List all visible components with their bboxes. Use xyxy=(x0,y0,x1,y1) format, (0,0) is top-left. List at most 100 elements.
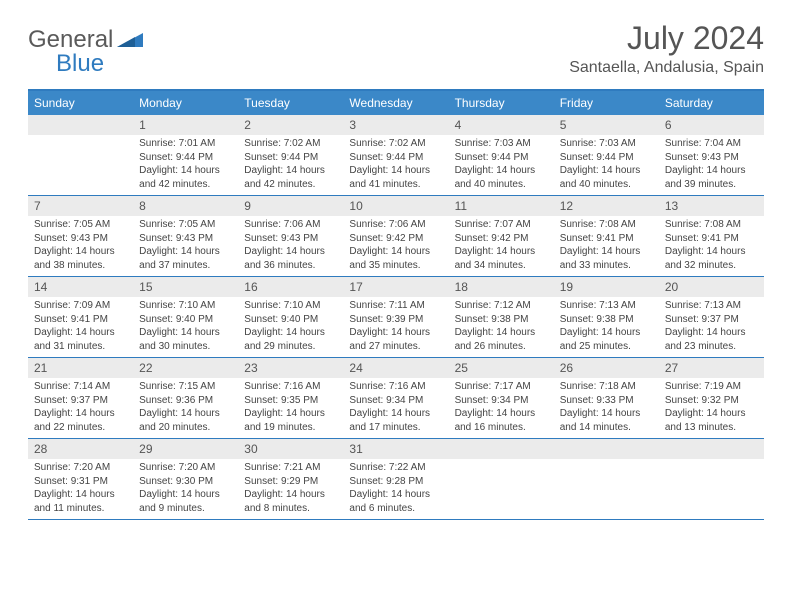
day-content: Sunrise: 7:19 AMSunset: 9:32 PMDaylight:… xyxy=(659,378,764,438)
day-number: 5 xyxy=(554,115,659,135)
day-number: 17 xyxy=(343,277,448,297)
day-number: 9 xyxy=(238,196,343,216)
calendar: SundayMondayTuesdayWednesdayThursdayFrid… xyxy=(28,89,764,520)
day-content: Sunrise: 7:08 AMSunset: 9:41 PMDaylight:… xyxy=(659,216,764,276)
day-cell: 17Sunrise: 7:11 AMSunset: 9:39 PMDayligh… xyxy=(343,277,448,357)
header: General July 2024 Santaella, Andalusia, … xyxy=(28,20,764,77)
day-cell: 7Sunrise: 7:05 AMSunset: 9:43 PMDaylight… xyxy=(28,196,133,276)
day-cell: 11Sunrise: 7:07 AMSunset: 9:42 PMDayligh… xyxy=(449,196,554,276)
day-cell: 23Sunrise: 7:16 AMSunset: 9:35 PMDayligh… xyxy=(238,358,343,438)
day-number: 13 xyxy=(659,196,764,216)
day-content: Sunrise: 7:10 AMSunset: 9:40 PMDaylight:… xyxy=(238,297,343,357)
day-content: Sunrise: 7:17 AMSunset: 9:34 PMDaylight:… xyxy=(449,378,554,438)
day-number: 4 xyxy=(449,115,554,135)
day-cell: 25Sunrise: 7:17 AMSunset: 9:34 PMDayligh… xyxy=(449,358,554,438)
day-cell: 29Sunrise: 7:20 AMSunset: 9:30 PMDayligh… xyxy=(133,439,238,519)
day-cell: 10Sunrise: 7:06 AMSunset: 9:42 PMDayligh… xyxy=(343,196,448,276)
day-content: Sunrise: 7:06 AMSunset: 9:42 PMDaylight:… xyxy=(343,216,448,276)
day-number-empty xyxy=(449,439,554,459)
day-cell: 30Sunrise: 7:21 AMSunset: 9:29 PMDayligh… xyxy=(238,439,343,519)
day-number: 20 xyxy=(659,277,764,297)
day-cell: 26Sunrise: 7:18 AMSunset: 9:33 PMDayligh… xyxy=(554,358,659,438)
day-number: 10 xyxy=(343,196,448,216)
day-cell: 31Sunrise: 7:22 AMSunset: 9:28 PMDayligh… xyxy=(343,439,448,519)
day-number-empty xyxy=(554,439,659,459)
day-cell: 8Sunrise: 7:05 AMSunset: 9:43 PMDaylight… xyxy=(133,196,238,276)
day-content: Sunrise: 7:08 AMSunset: 9:41 PMDaylight:… xyxy=(554,216,659,276)
day-content: Sunrise: 7:02 AMSunset: 9:44 PMDaylight:… xyxy=(343,135,448,195)
day-number: 16 xyxy=(238,277,343,297)
day-content: Sunrise: 7:14 AMSunset: 9:37 PMDaylight:… xyxy=(28,378,133,438)
day-content: Sunrise: 7:16 AMSunset: 9:35 PMDaylight:… xyxy=(238,378,343,438)
weekday-header: Sunday xyxy=(28,91,133,115)
day-number: 11 xyxy=(449,196,554,216)
day-content: Sunrise: 7:05 AMSunset: 9:43 PMDaylight:… xyxy=(133,216,238,276)
day-number: 19 xyxy=(554,277,659,297)
day-number: 18 xyxy=(449,277,554,297)
day-cell: 5Sunrise: 7:03 AMSunset: 9:44 PMDaylight… xyxy=(554,115,659,195)
day-content: Sunrise: 7:09 AMSunset: 9:41 PMDaylight:… xyxy=(28,297,133,357)
day-number: 3 xyxy=(343,115,448,135)
day-cell: 21Sunrise: 7:14 AMSunset: 9:37 PMDayligh… xyxy=(28,358,133,438)
day-content: Sunrise: 7:22 AMSunset: 9:28 PMDaylight:… xyxy=(343,459,448,519)
day-content: Sunrise: 7:11 AMSunset: 9:39 PMDaylight:… xyxy=(343,297,448,357)
day-number: 1 xyxy=(133,115,238,135)
day-cell xyxy=(554,439,659,519)
week-row: 7Sunrise: 7:05 AMSunset: 9:43 PMDaylight… xyxy=(28,196,764,277)
day-content: Sunrise: 7:10 AMSunset: 9:40 PMDaylight:… xyxy=(133,297,238,357)
day-cell: 12Sunrise: 7:08 AMSunset: 9:41 PMDayligh… xyxy=(554,196,659,276)
day-number: 31 xyxy=(343,439,448,459)
title-block: July 2024 Santaella, Andalusia, Spain xyxy=(569,20,764,77)
day-number: 23 xyxy=(238,358,343,378)
week-row: 28Sunrise: 7:20 AMSunset: 9:31 PMDayligh… xyxy=(28,439,764,520)
day-number: 22 xyxy=(133,358,238,378)
day-cell: 18Sunrise: 7:12 AMSunset: 9:38 PMDayligh… xyxy=(449,277,554,357)
day-cell xyxy=(28,115,133,195)
day-cell: 13Sunrise: 7:08 AMSunset: 9:41 PMDayligh… xyxy=(659,196,764,276)
weekday-header: Friday xyxy=(554,91,659,115)
weekday-header: Monday xyxy=(133,91,238,115)
day-cell: 19Sunrise: 7:13 AMSunset: 9:38 PMDayligh… xyxy=(554,277,659,357)
day-number: 21 xyxy=(28,358,133,378)
day-cell: 27Sunrise: 7:19 AMSunset: 9:32 PMDayligh… xyxy=(659,358,764,438)
day-content: Sunrise: 7:02 AMSunset: 9:44 PMDaylight:… xyxy=(238,135,343,195)
day-content: Sunrise: 7:15 AMSunset: 9:36 PMDaylight:… xyxy=(133,378,238,438)
day-number: 14 xyxy=(28,277,133,297)
day-number: 2 xyxy=(238,115,343,135)
day-content: Sunrise: 7:06 AMSunset: 9:43 PMDaylight:… xyxy=(238,216,343,276)
day-cell xyxy=(449,439,554,519)
day-cell: 9Sunrise: 7:06 AMSunset: 9:43 PMDaylight… xyxy=(238,196,343,276)
day-number: 8 xyxy=(133,196,238,216)
month-title: July 2024 xyxy=(569,20,764,57)
day-cell: 1Sunrise: 7:01 AMSunset: 9:44 PMDaylight… xyxy=(133,115,238,195)
day-number: 29 xyxy=(133,439,238,459)
logo-triangle-icon xyxy=(117,29,143,52)
day-content: Sunrise: 7:01 AMSunset: 9:44 PMDaylight:… xyxy=(133,135,238,195)
day-number: 27 xyxy=(659,358,764,378)
day-content: Sunrise: 7:12 AMSunset: 9:38 PMDaylight:… xyxy=(449,297,554,357)
day-number: 6 xyxy=(659,115,764,135)
weekday-row: SundayMondayTuesdayWednesdayThursdayFrid… xyxy=(28,91,764,115)
day-content: Sunrise: 7:20 AMSunset: 9:30 PMDaylight:… xyxy=(133,459,238,519)
day-content: Sunrise: 7:21 AMSunset: 9:29 PMDaylight:… xyxy=(238,459,343,519)
day-number: 7 xyxy=(28,196,133,216)
day-content: Sunrise: 7:13 AMSunset: 9:38 PMDaylight:… xyxy=(554,297,659,357)
day-content: Sunrise: 7:07 AMSunset: 9:42 PMDaylight:… xyxy=(449,216,554,276)
weekday-header: Thursday xyxy=(449,91,554,115)
day-cell: 22Sunrise: 7:15 AMSunset: 9:36 PMDayligh… xyxy=(133,358,238,438)
day-number-empty xyxy=(28,115,133,135)
day-cell: 16Sunrise: 7:10 AMSunset: 9:40 PMDayligh… xyxy=(238,277,343,357)
day-cell: 20Sunrise: 7:13 AMSunset: 9:37 PMDayligh… xyxy=(659,277,764,357)
day-cell: 4Sunrise: 7:03 AMSunset: 9:44 PMDaylight… xyxy=(449,115,554,195)
day-cell: 28Sunrise: 7:20 AMSunset: 9:31 PMDayligh… xyxy=(28,439,133,519)
week-row: 1Sunrise: 7:01 AMSunset: 9:44 PMDaylight… xyxy=(28,115,764,196)
day-number: 26 xyxy=(554,358,659,378)
day-content: Sunrise: 7:13 AMSunset: 9:37 PMDaylight:… xyxy=(659,297,764,357)
weekday-header: Tuesday xyxy=(238,91,343,115)
day-number: 12 xyxy=(554,196,659,216)
day-cell: 3Sunrise: 7:02 AMSunset: 9:44 PMDaylight… xyxy=(343,115,448,195)
day-content: Sunrise: 7:20 AMSunset: 9:31 PMDaylight:… xyxy=(28,459,133,519)
day-content: Sunrise: 7:18 AMSunset: 9:33 PMDaylight:… xyxy=(554,378,659,438)
day-content: Sunrise: 7:04 AMSunset: 9:43 PMDaylight:… xyxy=(659,135,764,195)
day-cell: 2Sunrise: 7:02 AMSunset: 9:44 PMDaylight… xyxy=(238,115,343,195)
